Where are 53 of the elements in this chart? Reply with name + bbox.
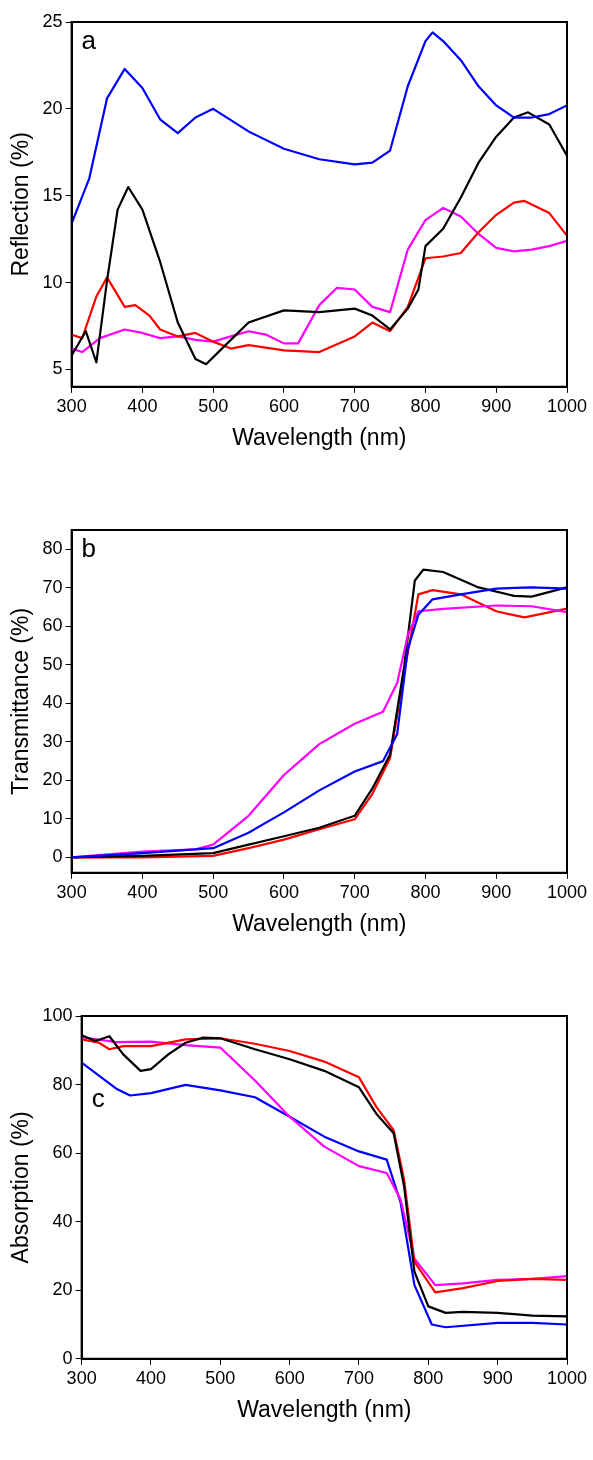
- y-axis-title: Reflection (%): [7, 132, 34, 277]
- y-tick-label: 0: [62, 1347, 73, 1368]
- x-tick-label: 800: [410, 881, 441, 902]
- y-tick-label: 5: [52, 358, 63, 379]
- y-tick-label: 0: [52, 846, 63, 867]
- x-tick-label: 900: [482, 1367, 513, 1388]
- x-tick-label: 400: [127, 881, 158, 902]
- x-tick-label: 800: [410, 395, 441, 416]
- y-tick-label: 40: [42, 692, 63, 713]
- x-tick-label: 1000: [546, 1367, 588, 1388]
- x-tick-label: 600: [274, 1367, 305, 1388]
- y-tick-label: 50: [42, 653, 63, 674]
- y-tick-label: 100: [42, 1004, 73, 1025]
- y-tick-label: 20: [52, 1279, 73, 1300]
- y-axis-title: Transmittance (%): [7, 607, 34, 795]
- x-tick-label: 800: [413, 1367, 444, 1388]
- x-tick-label: 700: [339, 395, 370, 416]
- x-tick-label: 900: [481, 395, 512, 416]
- x-tick-label: 300: [56, 395, 87, 416]
- x-axis-title: Wavelength (nm): [237, 1395, 412, 1422]
- y-tick-label: 20: [42, 769, 63, 790]
- x-tick-label: 400: [135, 1367, 166, 1388]
- y-axis-title: Absorption (%): [7, 1111, 34, 1264]
- x-tick-label: 500: [198, 395, 229, 416]
- x-tick-label: 500: [205, 1367, 236, 1388]
- annotation: b: [81, 533, 97, 564]
- x-tick-label: 1000: [546, 881, 588, 902]
- annotation: c: [91, 1083, 105, 1114]
- x-tick-label: 600: [268, 395, 299, 416]
- y-tick-label: 10: [42, 271, 63, 292]
- x-tick-label: 300: [56, 881, 87, 902]
- y-tick-label: 80: [42, 538, 63, 559]
- x-tick-label: 700: [339, 881, 370, 902]
- y-tick-label: 15: [42, 184, 63, 205]
- x-tick-label: 900: [481, 881, 512, 902]
- annotation: a: [81, 25, 97, 56]
- y-tick-label: 60: [42, 615, 63, 636]
- y-tick-label: 80: [52, 1073, 73, 1094]
- x-axis-title: Wavelength (nm): [232, 909, 407, 936]
- y-tick-label: 70: [42, 576, 63, 597]
- y-tick-label: 25: [42, 10, 63, 31]
- y-tick-label: 10: [42, 807, 63, 828]
- y-tick-label: 40: [52, 1210, 73, 1231]
- x-tick-label: 400: [127, 395, 158, 416]
- y-tick-label: 60: [52, 1142, 73, 1163]
- x-tick-label: 500: [198, 881, 229, 902]
- x-tick-label: 700: [343, 1367, 375, 1388]
- x-axis-title: Wavelength (nm): [232, 423, 407, 450]
- x-tick-label: 600: [268, 881, 299, 902]
- y-tick-label: 20: [42, 97, 63, 118]
- x-tick-label: 1000: [546, 395, 588, 416]
- x-tick-label: 300: [66, 1367, 97, 1388]
- y-tick-label: 30: [42, 730, 63, 751]
